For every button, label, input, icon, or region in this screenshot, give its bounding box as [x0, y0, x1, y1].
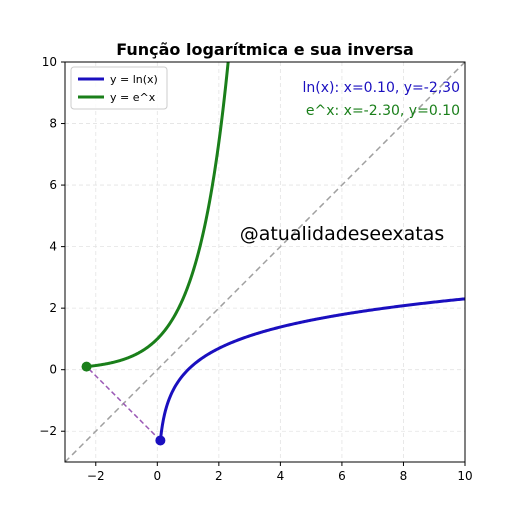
- legend: y = ln(x) y = e^x: [70, 66, 168, 110]
- connector-line: [86, 366, 161, 441]
- x-tick-label: 6: [338, 469, 346, 483]
- y-tick-label: 8: [49, 117, 57, 131]
- y-tick-label: 4: [49, 240, 57, 254]
- x-tick-label: 8: [400, 469, 408, 483]
- x-tick-label: −2: [87, 469, 105, 483]
- chart-title: Função logarítmica e sua inversa: [116, 40, 414, 59]
- x-tick-label: 2: [215, 469, 223, 483]
- y-tick-label: 10: [42, 55, 57, 69]
- y-tick-label: 0: [49, 363, 57, 377]
- reference-line-y-equals-x: [64, 61, 466, 463]
- annotation-exp: e^x: x=-2.30, y=0.10: [306, 103, 460, 119]
- legend-label-ln: y = ln(x): [110, 73, 158, 86]
- series-line-exp: [86, 61, 230, 369]
- plot-frame: [64, 61, 466, 463]
- marker-point-ln: [155, 435, 166, 446]
- axis-ticks: −2 0 2 4 6 8 10 −2 0 2 4 6 8 10: [39, 55, 472, 483]
- y-tick-label: 2: [49, 301, 57, 315]
- y-tick-label: 6: [49, 178, 57, 192]
- x-tick-label: 10: [457, 469, 472, 483]
- x-tick-label: 0: [153, 469, 161, 483]
- plot-area: [64, 61, 466, 463]
- marker-point-exp: [81, 361, 92, 372]
- series-line-ln: [158, 297, 466, 441]
- legend-label-exp: y = e^x: [110, 91, 156, 104]
- annotation-ln: ln(x): x=0.10, y=-2,30: [303, 80, 460, 96]
- y-tick-label: −2: [39, 424, 57, 438]
- watermark-text: @atualidadeseexatas: [240, 223, 445, 245]
- x-tick-label: 4: [277, 469, 285, 483]
